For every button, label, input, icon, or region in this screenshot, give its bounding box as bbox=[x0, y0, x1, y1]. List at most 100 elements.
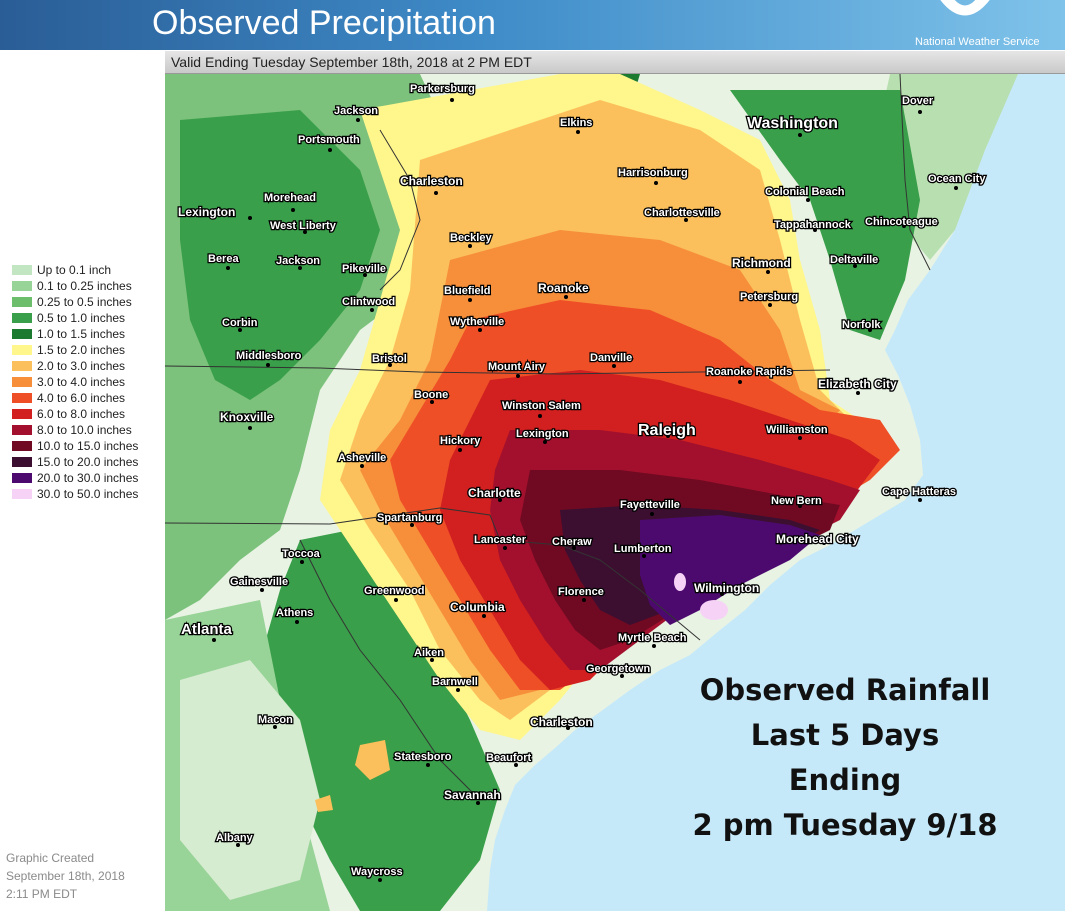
city-label: Washington bbox=[747, 115, 838, 132]
city-label: Chincoteague bbox=[865, 216, 938, 228]
city-label: Beaufort bbox=[486, 752, 532, 764]
city-label: Roanoke bbox=[538, 281, 589, 295]
city-label: Aiken bbox=[414, 647, 444, 659]
legend-item: 1.5 to 2.0 inches bbox=[12, 342, 138, 358]
city-label: Deltaville bbox=[830, 254, 878, 266]
city-label: Cheraw bbox=[552, 536, 592, 548]
city-label: Parkersburg bbox=[410, 83, 475, 95]
legend-label: 30.0 to 50.0 inches bbox=[37, 487, 139, 501]
legend-swatch bbox=[12, 457, 32, 467]
city-label: Georgetown bbox=[586, 663, 650, 675]
legend-label: 20.0 to 30.0 inches bbox=[37, 471, 139, 485]
legend-label: Up to 0.1 inch bbox=[37, 263, 112, 277]
city-label: Middlesboro bbox=[236, 350, 302, 362]
city-label: Dover bbox=[902, 95, 934, 107]
city-label: Pikeville bbox=[342, 263, 386, 275]
city-label: Jackson bbox=[334, 105, 378, 117]
city-label: Macon bbox=[258, 714, 293, 726]
city-label: Raleigh bbox=[638, 422, 696, 439]
city-label: Cape Hatteras bbox=[882, 486, 956, 498]
city-label: Savannah bbox=[444, 788, 501, 802]
page-title: Observed Precipitation bbox=[152, 4, 496, 42]
rain-band-purple bbox=[640, 515, 820, 625]
legend-swatch bbox=[12, 393, 32, 403]
city-label: Harrisonburg bbox=[618, 167, 688, 179]
city-label: Williamston bbox=[766, 424, 828, 436]
green-zone bbox=[260, 520, 500, 911]
city-label: Mount Airy bbox=[488, 361, 546, 373]
city-label: Corbin bbox=[222, 317, 258, 329]
city-label: Spartanburg bbox=[377, 512, 442, 524]
green-zone bbox=[730, 90, 920, 340]
city-label: Albany bbox=[216, 832, 254, 844]
legend-label: 4.0 to 6.0 inches bbox=[37, 391, 126, 405]
city-label: Toccoa bbox=[282, 548, 321, 560]
credit-line: September 18th, 2018 bbox=[6, 869, 125, 883]
city-label: Statesboro bbox=[394, 751, 452, 763]
city-label: Lumberton bbox=[614, 543, 672, 555]
graphic-credit: Graphic Created September 18th, 2018 2:1… bbox=[6, 849, 125, 903]
legend: Up to 0.1 inch 0.1 to 0.25 inches 0.25 t… bbox=[12, 262, 138, 502]
legend-item: 0.25 to 0.5 inches bbox=[12, 294, 138, 310]
city-label: Florence bbox=[558, 586, 604, 598]
city-label: Atlanta bbox=[181, 621, 232, 638]
legend-item: 2.0 to 3.0 inches bbox=[12, 358, 138, 374]
legend-label: 8.0 to 10.0 inches bbox=[37, 423, 132, 437]
legend-item: 30.0 to 50.0 inches bbox=[12, 486, 138, 502]
city-label: Asheville bbox=[338, 452, 386, 464]
caption-line: Last 5 Days bbox=[750, 718, 940, 752]
city-label: Portsmouth bbox=[298, 134, 360, 146]
legend-label: 6.0 to 8.0 inches bbox=[37, 407, 126, 421]
city-labels: Parkersburg Jackson Portsmouth Elkins Wa… bbox=[177, 82, 988, 882]
legend-swatch bbox=[12, 377, 32, 387]
legend-swatch bbox=[12, 345, 32, 355]
valid-time-text: Valid Ending Tuesday September 18th, 201… bbox=[171, 54, 532, 70]
city-label: West Liberty bbox=[270, 220, 337, 232]
legend-item: 0.1 to 0.25 inches bbox=[12, 278, 138, 294]
city-label: Barnwell bbox=[432, 676, 478, 688]
rain-core-pink bbox=[700, 600, 728, 620]
city-label: Waycross bbox=[351, 866, 403, 878]
state-borders bbox=[165, 74, 931, 801]
city-label: Danville bbox=[590, 352, 632, 364]
legend-label: 0.25 to 0.5 inches bbox=[37, 295, 132, 309]
city-label: Charleston bbox=[400, 174, 463, 188]
city-label: Roanoke Rapids bbox=[706, 366, 792, 378]
rainfall-caption: Observed Rainfall Last 5 Days Ending 2 p… bbox=[660, 668, 1030, 848]
city-label: Richmond bbox=[732, 256, 791, 270]
city-label: Bristol bbox=[372, 353, 407, 365]
city-label: Myrtle Beach bbox=[618, 632, 687, 644]
city-label: Wytheville bbox=[450, 316, 504, 328]
city-label: Elkins bbox=[560, 117, 592, 129]
legend-label: 3.0 to 4.0 inches bbox=[37, 375, 126, 389]
legend-label: 10.0 to 15.0 inches bbox=[37, 439, 139, 453]
legend-swatch bbox=[12, 489, 32, 499]
city-label: Winston Salem bbox=[502, 400, 581, 412]
legend-label: 2.0 to 3.0 inches bbox=[37, 359, 126, 373]
agency-name: National Weather Service bbox=[915, 36, 1040, 48]
legend-swatch bbox=[12, 441, 32, 451]
legend-label: 1.0 to 1.5 inches bbox=[37, 327, 126, 341]
legend-label: 0.5 to 1.0 inches bbox=[37, 311, 126, 325]
legend-swatch bbox=[12, 297, 32, 307]
light-zone bbox=[180, 660, 320, 900]
city-label: Greenwood bbox=[364, 585, 425, 597]
city-label: Colonial Beach bbox=[765, 186, 845, 198]
rain-core-pink bbox=[674, 573, 686, 591]
city-label: Wilmington bbox=[694, 581, 759, 595]
city-label: Fayetteville bbox=[620, 499, 680, 511]
city-label: Boone bbox=[414, 389, 448, 401]
rain-blob bbox=[355, 740, 390, 780]
caption-line: Ending bbox=[788, 763, 902, 797]
legend-item: 6.0 to 8.0 inches bbox=[12, 406, 138, 422]
credit-line: 2:11 PM EDT bbox=[6, 887, 78, 901]
legend-swatch bbox=[12, 425, 32, 435]
legend-swatch bbox=[12, 361, 32, 371]
city-label: Jackson bbox=[276, 255, 320, 267]
header-banner: Observed Precipitation National Weather … bbox=[0, 0, 1065, 50]
city-label: Charleston bbox=[530, 715, 593, 729]
legend-item: 3.0 to 4.0 inches bbox=[12, 374, 138, 390]
city-label: Bluefield bbox=[444, 285, 490, 297]
legend-label: 15.0 to 20.0 inches bbox=[37, 455, 139, 469]
city-label: Gainesville bbox=[230, 576, 288, 588]
